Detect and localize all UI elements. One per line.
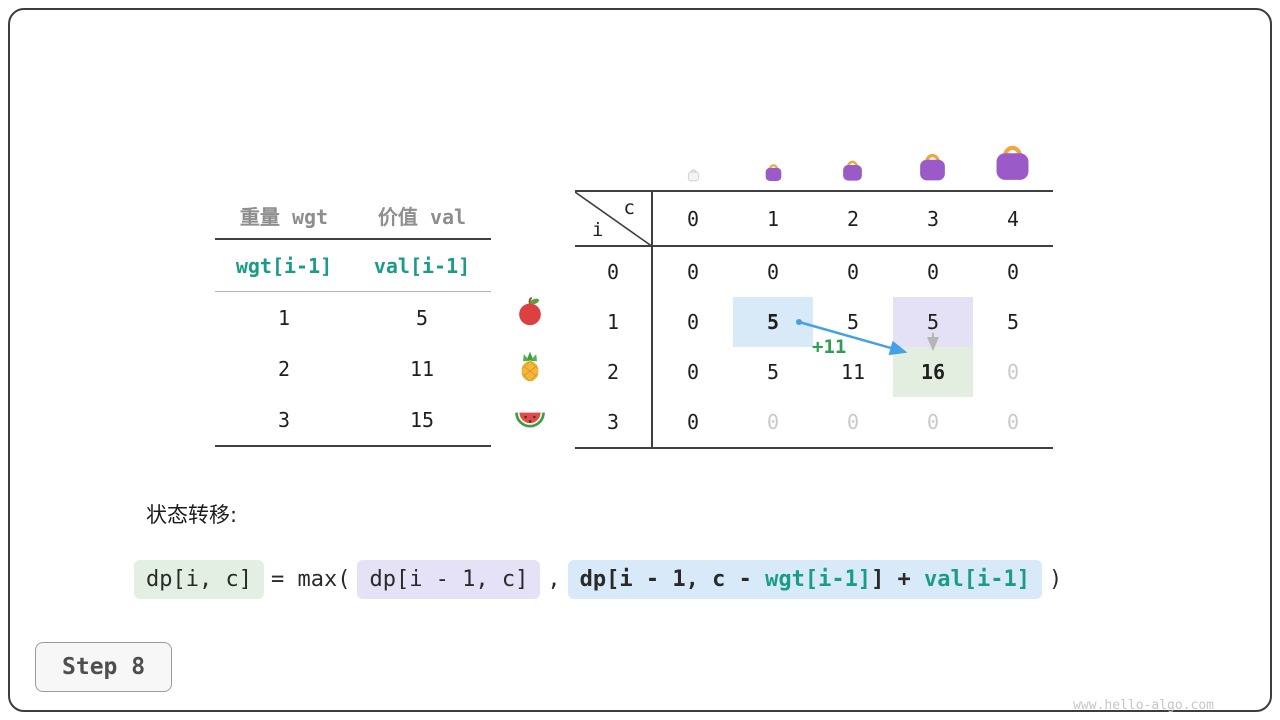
items-table-row-1: 1 5	[215, 292, 491, 343]
dp-cell-i1-c1: 5	[733, 297, 813, 347]
bag-icon-capacity-0	[686, 165, 701, 182]
dp-cell-i0-c2: 0	[846, 260, 860, 284]
dp-row-header-3: 3	[575, 397, 653, 447]
formula-comma: ,	[547, 567, 561, 592]
bag-icon-capacity-3	[916, 144, 949, 182]
dp-cell-i3-c2: 0	[846, 410, 860, 434]
corner-diagonal-line	[575, 192, 653, 247]
dp-header-row: c i 0 1 2 3 4	[575, 192, 1053, 247]
items-table-row-2: 2 11	[215, 343, 491, 394]
formula-take-mid: ] +	[871, 567, 925, 592]
corner-row-var: i	[592, 219, 604, 241]
dp-cell-i3-c0: 0	[686, 410, 700, 434]
dp-cell-i2-c3: 16	[893, 347, 973, 397]
step-badge: Step 8	[35, 642, 173, 692]
dp-cell-i2-c2: 11	[840, 360, 866, 384]
dp-cell-i2-c0: 0	[686, 360, 700, 384]
dp-cell-i3-c4: 0	[1006, 410, 1020, 434]
dp-cell-i0-c3: 0	[926, 260, 940, 284]
bag-icon-capacity-2	[840, 153, 865, 182]
item-3-value: 15	[409, 407, 435, 432]
dp-row-2: 2 0 5 11 16 0	[575, 347, 1053, 397]
dp-cell-i3-c3: 0	[926, 410, 940, 434]
item-2-weight: 2	[277, 356, 291, 381]
dp-row-0: 0 0 0 0 0 0	[575, 247, 1053, 297]
dp-row-header-2: 2	[575, 347, 653, 397]
items-table-header-row: 重量 wgt 价值 val	[215, 192, 491, 240]
watermelon-icon	[514, 410, 546, 431]
dp-cell-i1-c3: 5	[893, 297, 973, 347]
formula-option-keep: dp[i - 1, c]	[357, 560, 541, 599]
dp-cell-i0-c4: 0	[1006, 260, 1020, 284]
pineapple-icon	[516, 351, 544, 382]
dp-cell-i0-c1: 0	[766, 260, 780, 284]
transition-heading: 状态转移:	[146, 503, 238, 527]
dp-cell-i0-c0: 0	[686, 260, 700, 284]
dp-cell-i1-c0: 0	[686, 310, 700, 334]
corner-col-var: c	[623, 197, 635, 219]
formula-take-wgt: wgt[i-1]	[765, 567, 872, 592]
items-col-header-value: 价值 val	[377, 204, 467, 229]
formula-close-paren: )	[1049, 567, 1063, 592]
dp-cell-i2-c4: 0	[1006, 360, 1020, 384]
site-watermark: www.hello-algo.com	[1073, 698, 1214, 713]
dp-row-header-1: 1	[575, 297, 653, 347]
dp-col-header-3: 3	[926, 206, 940, 231]
item-3-weight: 3	[277, 407, 291, 432]
dp-cell-i1-c4: 5	[1006, 310, 1020, 334]
transfer-value-label: +11	[812, 336, 847, 358]
bag-icon-capacity-4	[991, 133, 1034, 182]
dp-row-header-0: 0	[575, 247, 653, 297]
formula-equals-max: = max(	[270, 567, 351, 592]
items-formula-wgt: wgt[i-1]	[235, 253, 333, 278]
items-col-header-weight: 重量 wgt	[239, 204, 329, 229]
dp-corner-cell: c i	[575, 192, 653, 247]
item-1-value: 5	[415, 305, 429, 330]
state-transition-formula: dp[i, c] = max( dp[i - 1, c] , dp[i - 1,…	[134, 560, 1062, 599]
dp-row-3: 3 0 0 0 0 0	[575, 397, 1053, 447]
dp-cell-i2-c1: 5	[766, 360, 780, 384]
items-formula-val: val[i-1]	[373, 253, 471, 278]
dp-cell-i3-c1: 0	[766, 410, 780, 434]
formula-lhs: dp[i, c]	[134, 560, 264, 599]
items-table-formula-row: wgt[i-1] val[i-1]	[215, 240, 491, 292]
item-2-value: 11	[409, 356, 435, 381]
dp-col-header-1: 1	[766, 206, 780, 231]
formula-take-val: val[i-1]	[924, 567, 1031, 592]
formula-option-take: dp[i - 1, c - wgt[i-1]] + val[i-1]	[567, 560, 1043, 599]
apple-icon	[515, 296, 545, 326]
dp-col-header-0: 0	[686, 206, 700, 231]
formula-take-prefix: dp[i - 1, c -	[579, 567, 766, 592]
items-table-row-3: 3 15	[215, 394, 491, 445]
item-1-weight: 1	[277, 305, 291, 330]
dp-col-header-2: 2	[846, 206, 860, 231]
dp-col-header-4: 4	[1006, 206, 1020, 231]
items-table: 重量 wgt 价值 val wgt[i-1] val[i-1] 1 5 2 11…	[215, 192, 491, 447]
bag-icon-capacity-1	[763, 158, 784, 182]
